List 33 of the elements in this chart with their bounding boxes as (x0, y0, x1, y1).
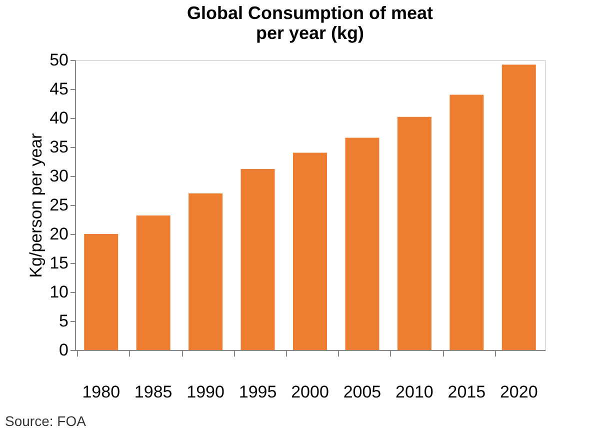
y-tick-label: 45 (50, 80, 68, 98)
x-tick-label: 2000 (291, 382, 329, 402)
y-tick-label: 0 (59, 340, 68, 360)
y-tick-label: 35 (50, 138, 68, 156)
y-tick-label: 20 (50, 224, 68, 244)
x-tick-label: 1985 (134, 382, 172, 402)
bar (502, 64, 536, 350)
bar (136, 215, 170, 350)
y-axis-title: Kg/person per year (26, 132, 46, 278)
y-tick-label: 40 (50, 108, 68, 128)
x-tick-label: 1990 (186, 382, 224, 402)
text: Global Consumption of meat (187, 3, 433, 23)
text: per year (kg) (256, 23, 364, 43)
x-tick-label: 2020 (500, 382, 538, 402)
y-tick-label: 30 (50, 166, 68, 186)
bar (84, 234, 118, 350)
bar (345, 138, 380, 350)
bar (450, 94, 484, 350)
y-tick-label: 10 (50, 282, 68, 302)
x-tick-label: 2010 (396, 382, 434, 402)
bar (240, 169, 275, 350)
bar (293, 152, 327, 350)
y-tick-label: 25 (50, 196, 68, 214)
y-tick-label: 15 (50, 254, 68, 272)
bar (397, 116, 432, 350)
source-note: Source: FOA (5, 413, 87, 429)
x-tick-label: 2015 (448, 382, 486, 402)
y-tick-label: 5 (59, 312, 68, 330)
x-tick-label: 2005 (343, 382, 382, 402)
x-tick-label: 1980 (82, 382, 120, 402)
x-tick-label: 1995 (238, 382, 277, 402)
y-tick-label: 50 (50, 50, 68, 70)
bar (188, 193, 223, 350)
